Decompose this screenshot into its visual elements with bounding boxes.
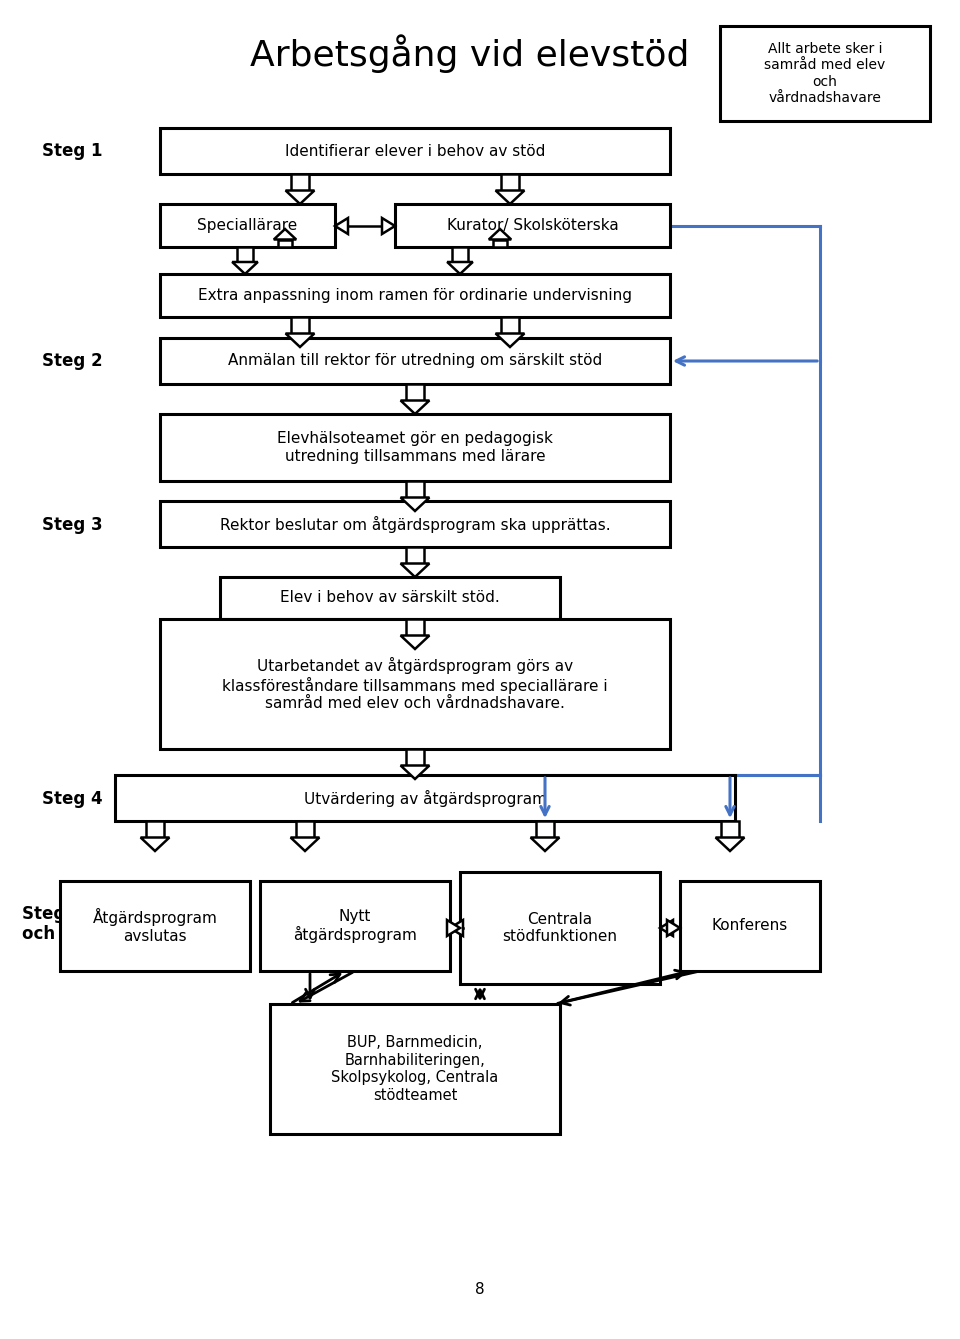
Polygon shape (400, 498, 429, 511)
FancyBboxPatch shape (160, 129, 670, 174)
Text: Steg 2: Steg 2 (42, 352, 103, 370)
Text: Rektor beslutar om åtgärdsprogram ska upprättas.: Rektor beslutar om åtgärdsprogram ska up… (220, 516, 611, 533)
Text: Steg 1: Steg 1 (42, 142, 103, 159)
Polygon shape (447, 262, 472, 274)
Text: Elev i behov av särskilt stöd.: Elev i behov av särskilt stöd. (280, 590, 500, 605)
FancyBboxPatch shape (680, 881, 820, 971)
Text: Konferens: Konferens (712, 919, 788, 933)
Text: BUP, Barnmedicin,
Barnhabiliteringen,
Skolpsykolog, Centrala
stödteamet: BUP, Barnmedicin, Barnhabiliteringen, Sk… (331, 1035, 498, 1102)
Polygon shape (715, 837, 744, 852)
Text: Åtgärdsprogram
avslutas: Åtgärdsprogram avslutas (92, 908, 217, 944)
Text: Extra anpassning inom ramen för ordinarie undervisning: Extra anpassning inom ramen för ordinari… (198, 288, 632, 303)
Polygon shape (721, 821, 739, 837)
FancyBboxPatch shape (720, 25, 930, 121)
Polygon shape (400, 564, 429, 577)
Polygon shape (335, 218, 348, 234)
Text: Steg 5
och 6: Steg 5 och 6 (22, 905, 83, 944)
Polygon shape (232, 262, 258, 274)
Polygon shape (291, 317, 309, 333)
FancyBboxPatch shape (60, 881, 250, 971)
Polygon shape (382, 218, 395, 234)
Text: Speciallärare: Speciallärare (198, 218, 298, 233)
Polygon shape (406, 481, 424, 498)
Polygon shape (489, 229, 511, 240)
Polygon shape (501, 317, 519, 333)
Text: Identifierar elever i behov av stöd: Identifierar elever i behov av stöd (285, 143, 545, 158)
FancyBboxPatch shape (160, 619, 670, 749)
FancyBboxPatch shape (160, 204, 335, 246)
Text: Steg 3: Steg 3 (42, 516, 103, 534)
Polygon shape (400, 636, 429, 649)
FancyBboxPatch shape (160, 414, 670, 481)
FancyBboxPatch shape (160, 274, 670, 317)
Polygon shape (291, 837, 320, 852)
Polygon shape (400, 400, 429, 414)
Text: Utarbetandet av åtgärdsprogram görs av
klassföreståndare tillsammans med special: Utarbetandet av åtgärdsprogram görs av k… (222, 657, 608, 711)
FancyBboxPatch shape (395, 204, 670, 246)
Polygon shape (140, 837, 169, 852)
Text: Kurator/ Skolsköterska: Kurator/ Skolsköterska (446, 218, 618, 233)
Polygon shape (296, 821, 314, 837)
Polygon shape (536, 821, 554, 837)
Text: Allt arbete sker i
samråd med elev
och
vårdnadshavare: Allt arbete sker i samråd med elev och v… (764, 43, 886, 104)
Polygon shape (660, 920, 673, 936)
FancyBboxPatch shape (160, 501, 670, 548)
Text: Steg 4: Steg 4 (42, 790, 103, 807)
Text: 8: 8 (475, 1281, 485, 1296)
Text: Centrala
stödfunktionen: Centrala stödfunktionen (502, 912, 617, 944)
Polygon shape (406, 548, 424, 564)
Polygon shape (278, 240, 292, 246)
FancyBboxPatch shape (460, 872, 660, 984)
Polygon shape (291, 174, 309, 190)
Polygon shape (447, 920, 460, 936)
FancyBboxPatch shape (220, 577, 560, 619)
Polygon shape (495, 190, 524, 204)
Polygon shape (237, 246, 253, 262)
Polygon shape (667, 920, 680, 936)
Text: Elevhälsoteamet gör en pedagogisk
utredning tillsammans med lärare: Elevhälsoteamet gör en pedagogisk utredn… (277, 431, 553, 463)
Text: Nytt
åtgärdsprogram: Nytt åtgärdsprogram (293, 909, 417, 944)
Polygon shape (501, 174, 519, 190)
Polygon shape (406, 749, 424, 766)
FancyBboxPatch shape (270, 1004, 560, 1134)
Polygon shape (274, 229, 297, 240)
Text: Anmälan till rektor för utredning om särskilt stöd: Anmälan till rektor för utredning om sär… (228, 353, 602, 368)
Polygon shape (531, 837, 560, 852)
Polygon shape (286, 190, 314, 204)
Text: Arbetsgång vid elevstöd: Arbetsgång vid elevstöd (251, 35, 689, 74)
Polygon shape (493, 240, 507, 246)
FancyBboxPatch shape (115, 775, 735, 821)
Polygon shape (400, 766, 429, 779)
Polygon shape (286, 333, 314, 347)
Polygon shape (495, 333, 524, 347)
Polygon shape (452, 246, 468, 262)
Polygon shape (406, 384, 424, 400)
Polygon shape (146, 821, 164, 837)
Polygon shape (406, 619, 424, 636)
FancyBboxPatch shape (160, 337, 670, 384)
Text: Utvärdering av åtgärdsprogram: Utvärdering av åtgärdsprogram (303, 790, 546, 806)
Polygon shape (450, 920, 463, 936)
FancyBboxPatch shape (260, 881, 450, 971)
